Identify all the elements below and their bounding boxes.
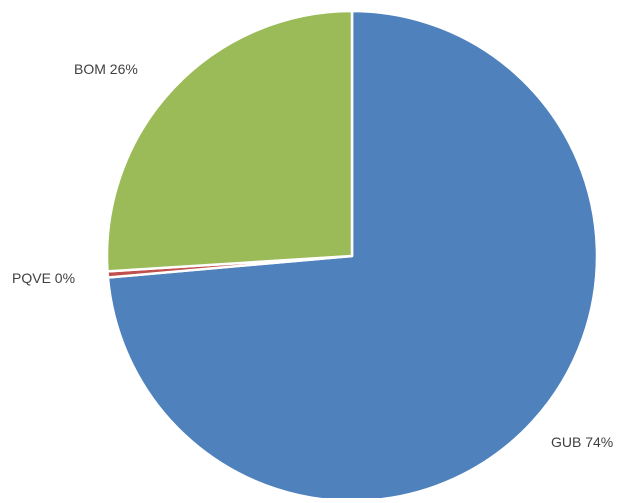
labels-layer: GUB 74% PQVE 0% BOM 26%: [12, 61, 613, 450]
slice-label-pqve: PQVE 0%: [12, 270, 75, 286]
slice-label-bom: BOM 26%: [74, 61, 138, 77]
slice-label-gub: GUB 74%: [551, 434, 613, 450]
pie-slice-bom: [105, 9, 354, 273]
slices-layer: [105, 9, 599, 503]
